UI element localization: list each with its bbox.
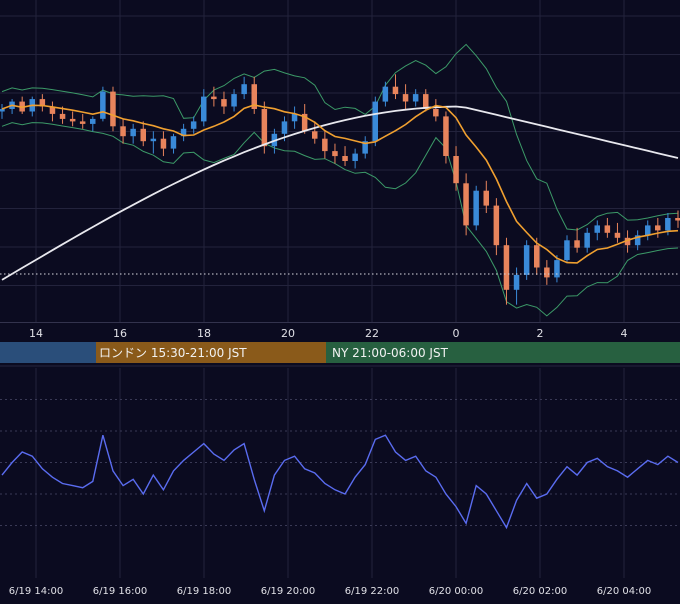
candle-body	[675, 218, 680, 221]
price-x-tick-label: 0	[453, 327, 460, 340]
session-london	[96, 342, 326, 363]
session-ny-label: NY 21:00-06:00 JST	[332, 346, 449, 360]
candle-body	[463, 183, 469, 226]
session-london-label: ロンドン 15:30-21:00 JST	[99, 346, 247, 360]
candle-body	[0, 109, 5, 112]
oscillator-x-tick-label: 6/19 14:00	[9, 586, 63, 597]
moving-average-lines	[1, 104, 679, 281]
candle-body	[241, 84, 247, 95]
candle-body	[655, 225, 661, 231]
candle-body	[180, 128, 187, 137]
candle-body	[201, 96, 207, 122]
candle-body	[301, 113, 308, 132]
candle-body	[231, 94, 237, 107]
price-x-tick-label: 20	[281, 327, 295, 340]
candle-body	[352, 153, 358, 161]
candle-body	[39, 99, 46, 107]
price-x-tick-label: 14	[29, 327, 43, 340]
candle-body	[160, 138, 167, 149]
session-tokyo	[0, 342, 96, 363]
oscillator-x-tick-label: 6/20 02:00	[513, 586, 567, 597]
bollinger-lower-line	[1, 122, 679, 317]
candle-body	[584, 232, 590, 248]
candle-body	[362, 141, 368, 154]
candle-body	[574, 240, 580, 248]
oscillator-x-axis: 6/19 14:00 6/19 16:00 6/19 18:00 6/19 20:00…	[9, 586, 651, 597]
candle-body	[251, 84, 257, 109]
candle-body	[211, 96, 217, 100]
candle-body	[170, 136, 177, 149]
price-x-tick-label: 16	[113, 327, 127, 340]
candle-body	[513, 274, 520, 290]
candle-body	[312, 131, 318, 139]
candle-body	[604, 225, 611, 233]
candle-body	[110, 91, 116, 127]
oscillator-series	[1, 434, 679, 530]
oscillator-x-tick-label: 6/19 18:00	[177, 586, 231, 597]
candle-body	[79, 121, 86, 124]
candle-body	[523, 245, 530, 275]
long-moving-average-line	[1, 105, 679, 281]
candle-body	[120, 126, 126, 137]
candle-body	[493, 205, 500, 246]
candle-body	[49, 106, 56, 114]
price-axis-background	[0, 322, 680, 342]
candle-body	[332, 151, 338, 157]
candle-body	[554, 260, 560, 278]
candle-body	[150, 138, 157, 142]
candle-body	[342, 156, 348, 161]
candle-body	[190, 121, 197, 129]
oscillator-x-tick-label: 6/19 20:00	[261, 586, 315, 597]
oscillator-grid	[0, 368, 680, 578]
candle-body	[503, 245, 510, 290]
candle-body	[140, 128, 146, 142]
candle-body	[544, 267, 550, 278]
candle-body	[291, 113, 298, 122]
price-x-tick-label: 18	[197, 327, 211, 340]
candle-body	[624, 237, 631, 246]
candle-body	[564, 240, 570, 261]
candle-body	[372, 101, 378, 142]
candle-body	[130, 128, 136, 137]
candle-body	[453, 156, 459, 184]
oscillator-x-tick-label: 6/19 22:00	[345, 586, 399, 597]
candle-body	[402, 94, 409, 102]
oscillator-x-tick-label: 6/20 00:00	[429, 586, 483, 597]
candle-body	[433, 109, 439, 117]
session-ny	[326, 342, 680, 363]
candle-body	[473, 190, 479, 226]
candle-body	[392, 86, 399, 95]
candle-body	[645, 225, 651, 236]
candle-body	[69, 118, 76, 122]
candle-body	[412, 94, 419, 102]
candle-body	[483, 190, 489, 206]
oscillator-line	[1, 434, 679, 530]
candle-body	[665, 218, 671, 231]
candle-body	[100, 91, 106, 119]
short-moving-average-line	[1, 104, 679, 264]
price-x-tick-label: 22	[365, 327, 379, 340]
candle-body	[322, 138, 328, 152]
candle-body	[281, 121, 288, 134]
candle-body	[382, 86, 389, 102]
oscillator-x-tick-label: 6/19 16:00	[93, 586, 147, 597]
candle-body	[221, 99, 227, 107]
candle-body	[594, 225, 600, 233]
candle-body	[59, 113, 66, 119]
price-x-axis: 14 16 18 20 22 0 2 4	[0, 322, 680, 342]
candle-body	[261, 109, 268, 147]
candle-body	[534, 245, 540, 268]
candle-body	[90, 118, 96, 124]
price-x-tick-label: 4	[621, 327, 628, 340]
candle-body	[634, 235, 641, 246]
candle-body	[423, 94, 429, 109]
price-x-tick-label: 2	[537, 327, 544, 340]
candle-body	[614, 232, 621, 238]
oscillator-x-tick-label: 6/20 04:00	[597, 586, 651, 597]
session-bar: ロンドン 15:30-21:00 JST NY 21:00-06:00 JST	[0, 342, 680, 363]
candle-body	[443, 116, 449, 156]
